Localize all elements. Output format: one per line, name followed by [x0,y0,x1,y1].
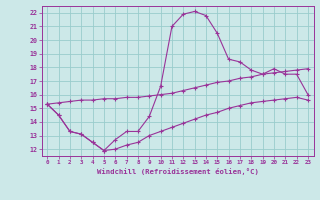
X-axis label: Windchill (Refroidissement éolien,°C): Windchill (Refroidissement éolien,°C) [97,168,259,175]
